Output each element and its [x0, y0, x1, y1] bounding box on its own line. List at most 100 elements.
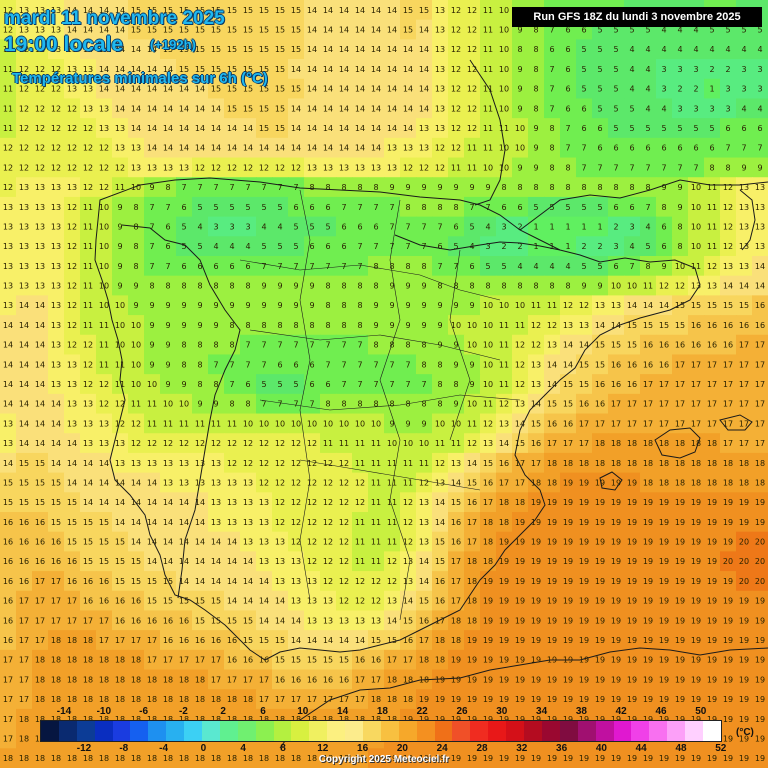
temperature-value: 18: [371, 695, 381, 704]
legend-label-top: 30: [496, 706, 508, 717]
temperature-value: 13: [291, 597, 301, 606]
temperature-cell: [720, 275, 737, 296]
temperature-value: 1: [597, 222, 602, 231]
temperature-value: 7: [565, 144, 570, 153]
temperature-cell: [672, 78, 689, 100]
temperature-cell: [576, 157, 593, 178]
temperature-value: 3: [757, 65, 762, 74]
temperature-value: 7: [421, 380, 426, 389]
temperature-value: 4: [213, 242, 218, 251]
temperature-value: 13: [307, 597, 317, 606]
temperature-cell: [32, 0, 49, 21]
temperature-cell: [528, 354, 545, 375]
legend-swatch: [202, 721, 220, 741]
temperature-value: 8: [533, 183, 538, 192]
temperature-cell: [224, 334, 241, 356]
temperature-value: 15: [147, 577, 157, 586]
temperature-cell: [640, 196, 657, 218]
temperature-cell: [256, 98, 273, 119]
temperature-value: 5: [197, 242, 202, 251]
temperature-value: 7: [277, 262, 282, 271]
temperature-value: 8: [341, 301, 346, 310]
temperature-cell: [48, 78, 65, 100]
temperature-value: 20: [739, 557, 749, 566]
temperature-value: 11: [483, 26, 493, 35]
temperature-cell: [352, 295, 369, 316]
temperature-cell: [320, 19, 337, 40]
temperature-value: 8: [229, 341, 234, 350]
temperature-value: 14: [115, 498, 125, 507]
temperature-cell: [304, 98, 321, 119]
temperature-value: 13: [35, 26, 45, 35]
temperature-value: 11: [115, 380, 125, 389]
temperature-cell: [192, 177, 209, 198]
temperature-cell: [480, 275, 497, 296]
temperature-value: 19: [595, 518, 605, 527]
temperature-value: 15: [419, 6, 429, 15]
temperature-cell: [320, 295, 337, 316]
temperature-cell: [208, 98, 225, 119]
temperature-value: 16: [435, 597, 445, 606]
temperature-cell: [384, 19, 401, 40]
temperature-value: 10: [627, 282, 637, 291]
temperature-value: 19: [547, 597, 557, 606]
temperature-value: 13: [547, 341, 557, 350]
temperature-cell: [592, 59, 609, 80]
temperature-cell: [192, 275, 209, 296]
temperature-cell: [80, 354, 97, 375]
legend-label-bottom: 0: [200, 743, 207, 754]
temperature-cell: [0, 295, 17, 316]
temperature-value: 14: [275, 144, 285, 153]
temperature-cell: [560, 393, 577, 415]
temperature-value: 4: [245, 242, 250, 251]
temperature-value: 15: [531, 419, 541, 428]
temperature-value: 17: [467, 538, 477, 547]
temperature-cell: [560, 275, 577, 296]
temperature-cell: [480, 334, 497, 356]
temperature-cell: [656, 236, 673, 257]
temperature-value: 6: [725, 124, 730, 133]
temperature-value: 11: [355, 557, 365, 566]
temperature-value: 15: [163, 6, 173, 15]
temperature-value: 8: [645, 183, 650, 192]
temperature-cell: [720, 118, 737, 139]
temperature-value: 15: [147, 597, 157, 606]
temperature-cell: [736, 78, 753, 100]
temperature-cell: [544, 374, 561, 395]
temperature-value: 16: [707, 321, 717, 330]
temperature-cell: [352, 196, 369, 218]
temperature-value: 9: [149, 341, 154, 350]
temperature-cell: [352, 315, 369, 336]
temperature-value: 19: [707, 656, 717, 665]
temperature-value: 8: [165, 282, 170, 291]
temperature-value: 19: [531, 675, 541, 684]
temperature-cell: [336, 177, 353, 198]
legend-label-top: 50: [695, 706, 707, 717]
temperature-cell: [640, 157, 657, 178]
temperature-cell: [672, 374, 689, 395]
temperature-value: 18: [659, 439, 669, 448]
temperature-value: 4: [725, 45, 730, 54]
temperature-cell: [464, 137, 481, 159]
temperature-cell: [400, 216, 417, 237]
temperature-cell: [112, 216, 129, 237]
legend-swatch: [559, 721, 578, 741]
temperature-cell: [304, 39, 321, 60]
temperature-value: 14: [3, 321, 13, 330]
temperature-cell: [192, 393, 209, 415]
temperature-value: 12: [403, 518, 413, 527]
temperature-value: 16: [163, 616, 173, 625]
temperature-cell: [448, 39, 465, 60]
temperature-cell: [240, 0, 257, 21]
temperature-cell: [528, 78, 545, 100]
temperature-cell: [64, 334, 81, 356]
temperature-value: 10: [243, 419, 253, 428]
temperature-value: 9: [421, 419, 426, 428]
temperature-cell: [480, 118, 497, 139]
temperature-value: 19: [659, 695, 669, 704]
temperature-value: 7: [341, 341, 346, 350]
temperature-cell: [736, 137, 753, 159]
temperature-cell: [672, 295, 689, 316]
temperature-value: 4: [645, 222, 650, 231]
